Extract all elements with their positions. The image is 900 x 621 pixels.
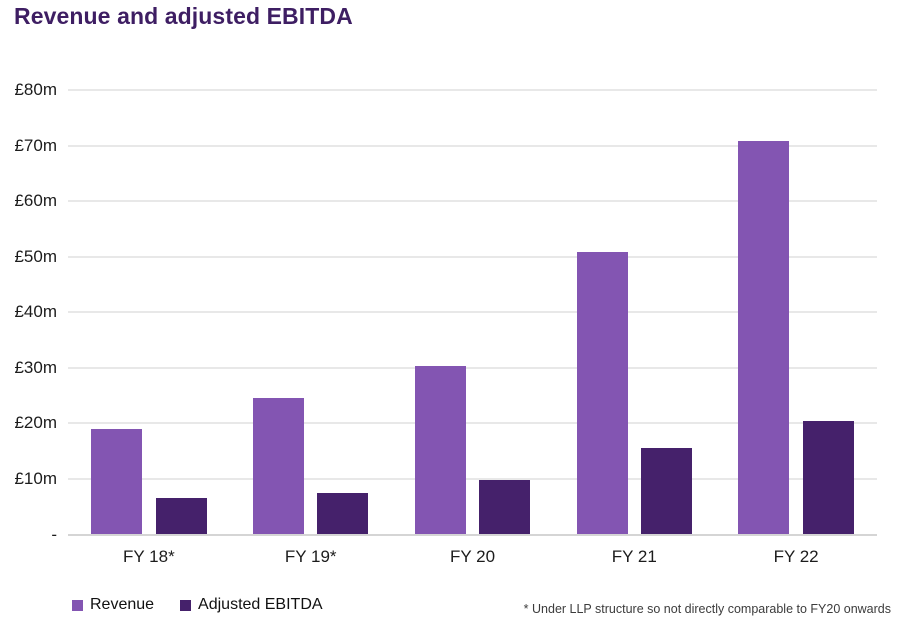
legend-label-revenue: Revenue	[90, 596, 155, 613]
legend-item-revenue: Revenue	[72, 596, 154, 614]
gridline	[68, 89, 877, 91]
x-axis-label: FY 20	[449, 547, 496, 566]
y-axis-tick-label: £60m	[14, 191, 57, 211]
x-axis-label: FY 22	[773, 547, 819, 566]
gridline	[68, 366, 877, 369]
y-axis-tick-label: £30m	[14, 357, 57, 377]
chart-footnote: * Under LLP structure so not directly co…	[523, 602, 891, 616]
bar-ebitda-fy20	[479, 480, 531, 535]
x-axis-label: FY 19*	[284, 547, 337, 566]
y-axis-tick-label: £50m	[14, 246, 57, 266]
x-axis-label: FY 21	[611, 547, 657, 566]
gridline	[68, 311, 877, 314]
legend: Revenue Adjusted EBITDA	[72, 596, 323, 614]
x-axis-baseline	[68, 533, 877, 536]
bar-ebitda-fy21	[641, 447, 693, 535]
gridline	[68, 255, 877, 258]
bar-ebitda-fy22	[802, 421, 854, 535]
gridline	[68, 200, 877, 203]
legend-label-ebitda: Adjusted EBITDA	[198, 596, 323, 613]
legend-item-ebitda: Adjusted EBITDA	[180, 596, 323, 614]
bar-ebitda-fy18	[155, 498, 207, 535]
gridline	[68, 477, 877, 480]
bar-revenue-fy20	[414, 365, 466, 535]
y-axis-tick-label: -	[51, 524, 57, 544]
gridline	[68, 144, 877, 147]
y-axis-tick-label: £80m	[14, 80, 57, 99]
y-axis-tick-label: £10m	[14, 468, 57, 488]
bar-revenue-fy21	[576, 252, 628, 535]
bar-ebitda-fy19	[317, 493, 369, 535]
bar-revenue-fy18	[91, 429, 143, 535]
chart-title: Revenue and adjusted EBITDA	[14, 3, 353, 29]
y-axis-tick-label: £20m	[14, 413, 57, 433]
bar-revenue-fy22	[738, 140, 790, 535]
y-axis-tick-label: £70m	[14, 135, 57, 155]
legend-swatch-ebitda-icon	[180, 599, 192, 611]
gridline	[68, 422, 877, 425]
x-axis-label: FY 18*	[123, 547, 175, 566]
y-axis-tick-label: £40m	[14, 302, 57, 322]
legend-swatch-revenue-icon	[72, 599, 83, 611]
bar-revenue-fy19	[252, 398, 304, 535]
